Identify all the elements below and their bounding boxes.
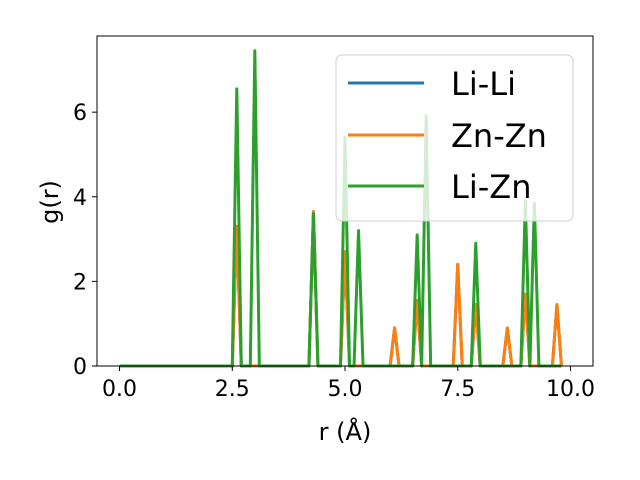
x-tick-label: 5.0	[328, 377, 363, 402]
legend-label-li-li: Li-Li	[451, 65, 516, 103]
x-axis: 0.0 2.5 5.0 7.5 10.0	[102, 366, 595, 402]
y-tick-label: 2	[73, 270, 87, 295]
x-tick-label: 0.0	[102, 377, 137, 402]
legend: Li-Li Zn-Zn Li-Zn	[335, 54, 574, 222]
x-tick-label: 10.0	[546, 377, 595, 402]
x-axis-label: r (Å)	[319, 417, 372, 446]
x-tick-label: 7.5	[440, 377, 475, 402]
y-tick-label: 0	[73, 355, 87, 380]
legend-box	[335, 54, 574, 222]
legend-label-zn-zn: Zn-Zn	[451, 117, 547, 155]
legend-label-li-zn: Li-Zn	[451, 168, 531, 206]
y-axis-label: g(r)	[36, 180, 64, 224]
y-axis: 0 2 4 6	[73, 101, 97, 380]
y-tick-label: 6	[73, 101, 87, 126]
series-line-li-zn	[119, 49, 562, 368]
y-tick-label: 4	[73, 186, 87, 211]
x-tick-label: 2.5	[215, 377, 250, 402]
